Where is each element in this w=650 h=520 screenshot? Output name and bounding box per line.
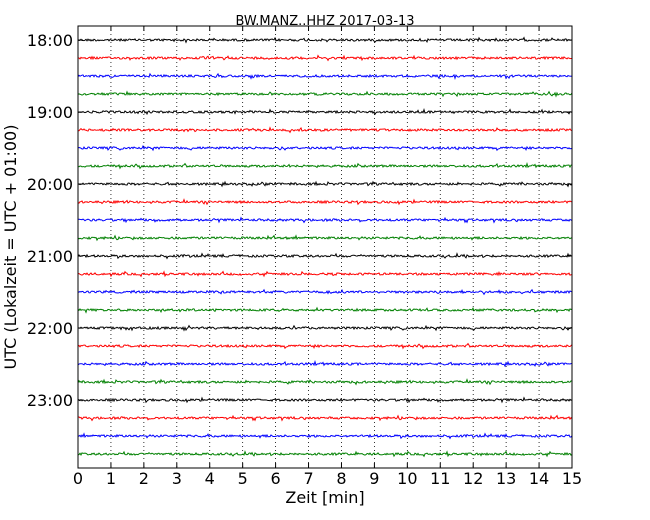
y-hour-label-4: 22:00 bbox=[27, 319, 73, 338]
x-tick-label-9: 9 bbox=[369, 469, 379, 488]
trace-21 bbox=[77, 396, 573, 404]
x-tick-label-11: 11 bbox=[430, 469, 450, 488]
trace-11 bbox=[77, 216, 573, 224]
trace-12 bbox=[77, 234, 573, 242]
trace-23 bbox=[77, 432, 573, 440]
plot-frame bbox=[77, 25, 573, 469]
trace-8 bbox=[77, 161, 573, 170]
x-tick-label-6: 6 bbox=[271, 469, 281, 488]
trace-13 bbox=[77, 252, 573, 260]
trace-1 bbox=[77, 36, 573, 44]
trace-3 bbox=[77, 72, 573, 80]
trace-16 bbox=[77, 306, 573, 314]
trace-14 bbox=[77, 270, 573, 278]
y-hour-label-0: 18:00 bbox=[27, 31, 73, 50]
x-tick-label-2: 2 bbox=[139, 469, 149, 488]
trace-4 bbox=[77, 90, 573, 98]
y-axis-label: UTC (Lokalzeit = UTC + 01:00) bbox=[1, 125, 20, 370]
trace-17 bbox=[77, 324, 573, 332]
y-hour-label-3: 21:00 bbox=[27, 247, 73, 266]
x-tick-label-7: 7 bbox=[303, 469, 313, 488]
x-tick-label-8: 8 bbox=[336, 469, 346, 488]
x-axis-label: Zeit [min] bbox=[285, 488, 364, 507]
x-tick-label-5: 5 bbox=[238, 469, 248, 488]
chart-title: BW.MANZ..HHZ 2017-03-13 bbox=[235, 14, 414, 29]
trace-2 bbox=[77, 54, 573, 62]
trace-15 bbox=[77, 288, 573, 296]
trace-10 bbox=[77, 198, 573, 206]
trace-6 bbox=[77, 126, 573, 134]
x-tick-label-13: 13 bbox=[496, 469, 516, 488]
trace-20 bbox=[77, 378, 573, 386]
x-tick-label-14: 14 bbox=[529, 469, 549, 488]
y-hour-label-5: 23:00 bbox=[27, 391, 73, 410]
trace-7 bbox=[77, 144, 573, 152]
seismic-traces bbox=[77, 36, 573, 458]
y-hour-label-1: 19:00 bbox=[27, 103, 73, 122]
trace-9 bbox=[77, 180, 573, 188]
y-axis-hour-labels: 18:00 19:00 20:00 21:00 22:00 23:00 bbox=[27, 31, 572, 410]
y-hour-label-2: 20:00 bbox=[27, 175, 73, 194]
trace-22 bbox=[77, 414, 573, 422]
x-tick-label-10: 10 bbox=[397, 469, 417, 488]
x-tick-label-4: 4 bbox=[205, 469, 215, 488]
x-tick-label-0: 0 bbox=[73, 469, 83, 488]
x-tick-label-1: 1 bbox=[106, 469, 116, 488]
grid-lines bbox=[110, 26, 540, 468]
x-tick-label-3: 3 bbox=[172, 469, 182, 488]
x-tick-label-15: 15 bbox=[562, 469, 582, 488]
x-axis-ticks: 0 1 2 3 4 5 6 7 8 9 10 11 12 13 14 15 bbox=[73, 26, 582, 488]
trace-19 bbox=[77, 359, 573, 368]
trace-24 bbox=[77, 450, 573, 458]
x-tick-label-12: 12 bbox=[463, 469, 483, 488]
trace-5 bbox=[77, 108, 573, 116]
trace-18 bbox=[77, 342, 573, 350]
